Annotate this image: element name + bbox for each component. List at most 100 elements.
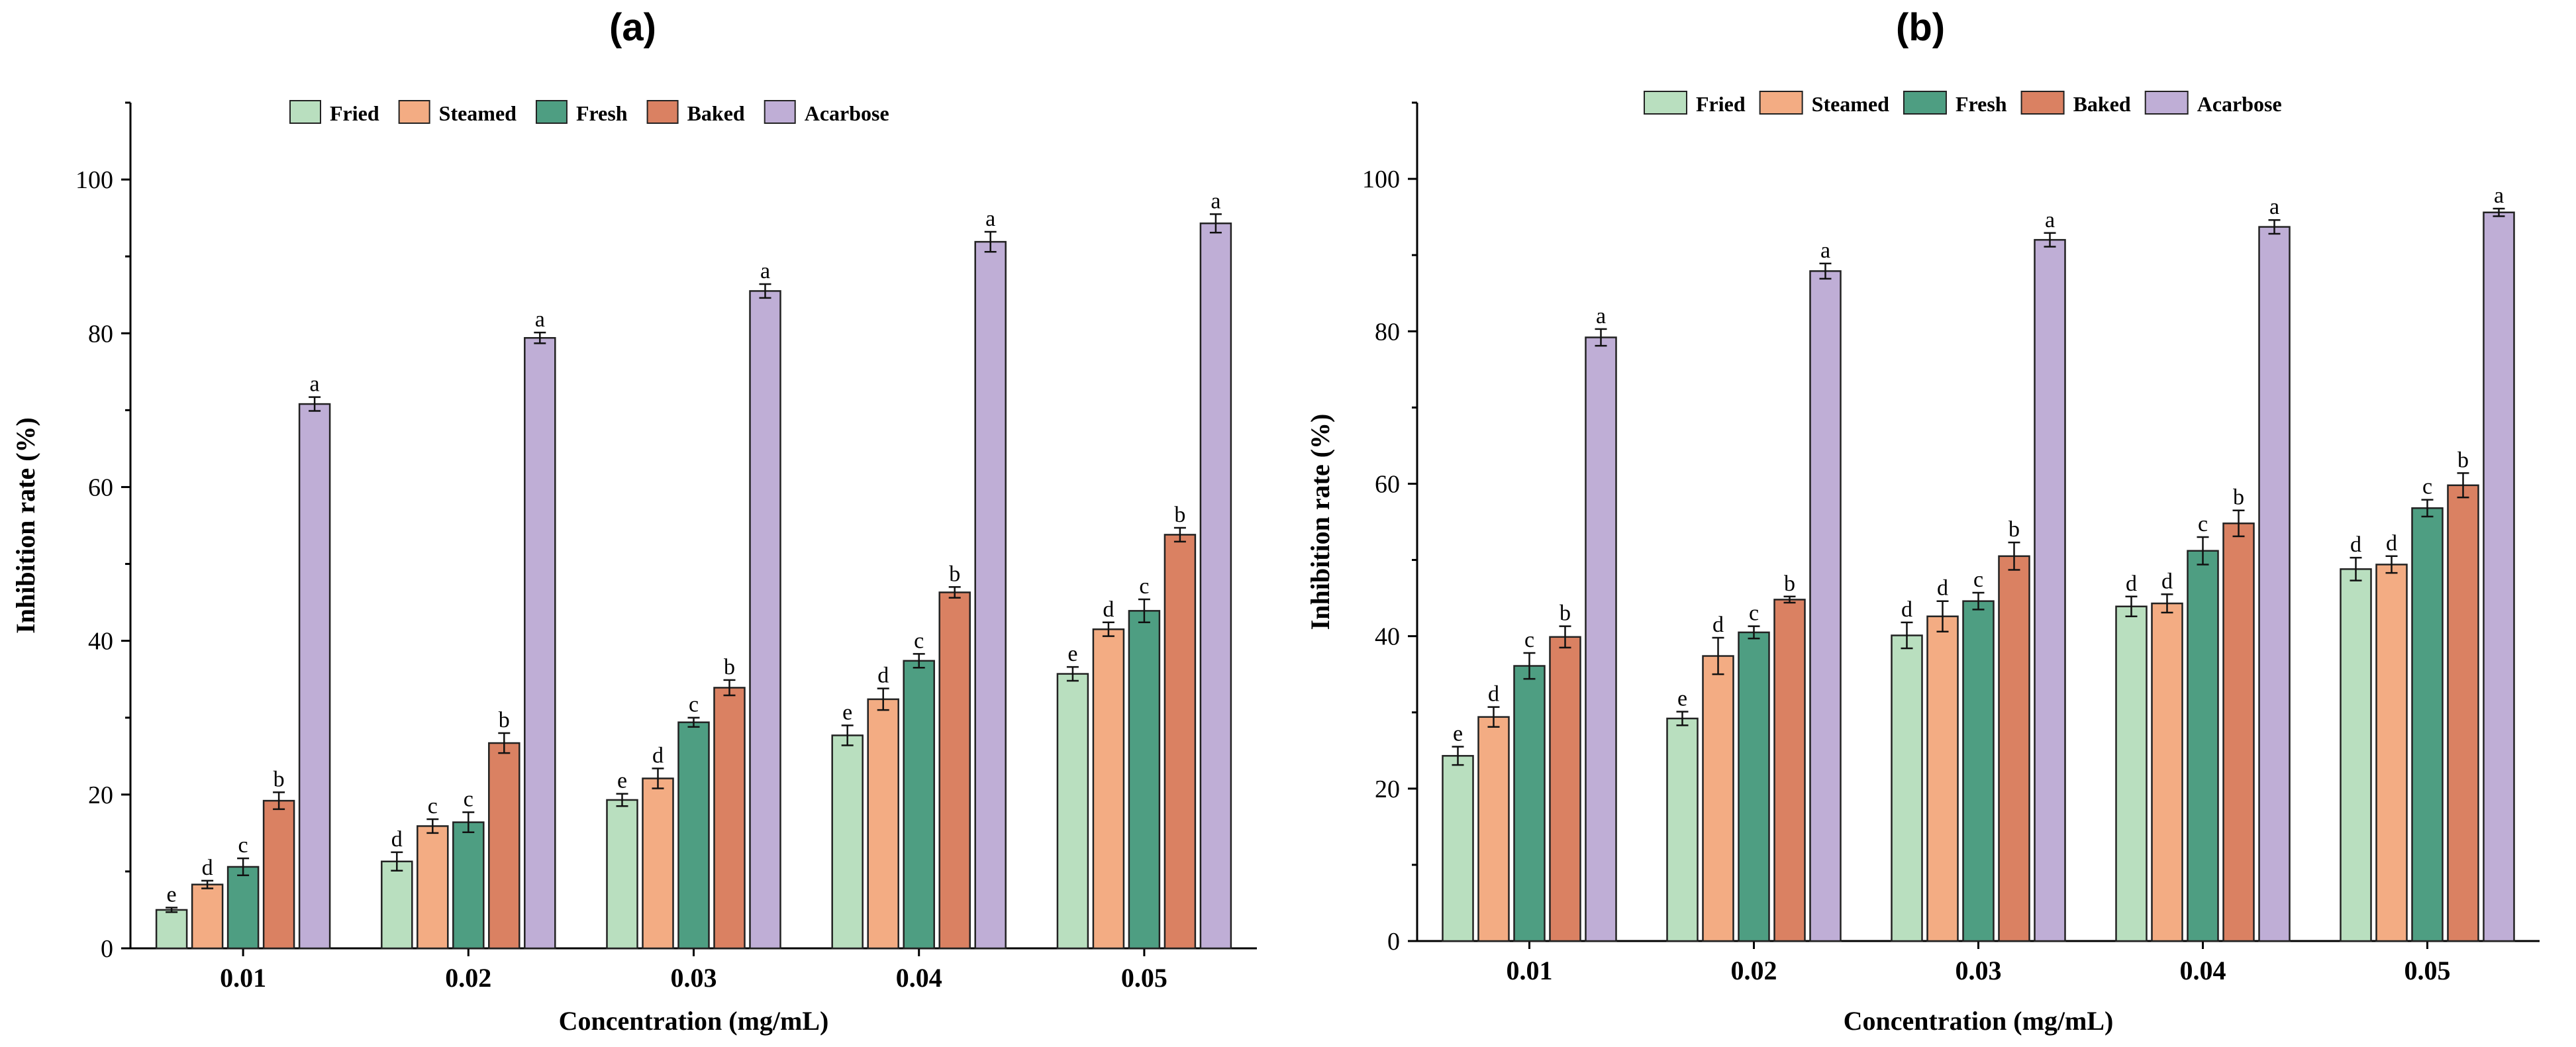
significance-letter: a [985, 207, 995, 231]
x-tick-label: 0.01 [1507, 956, 1553, 985]
bar-acarbose-0.01 [298, 403, 331, 950]
x-tick-label: 0.05 [1121, 963, 1167, 993]
bar-baked-0.01 [1549, 636, 1581, 942]
y-tick-label: 0 [101, 935, 113, 963]
significance-letter: c [1749, 601, 1759, 626]
significance-letter: a [310, 372, 320, 397]
bar-baked-0.02 [1773, 599, 1806, 942]
significance-letter: d [1103, 597, 1114, 622]
bar-fresh-0.02 [452, 821, 485, 950]
bar-acarbose-0.03 [2034, 238, 2066, 942]
significance-letter: b [273, 767, 285, 791]
significance-letter: e [842, 700, 852, 724]
bar-baked-0.04 [2222, 523, 2255, 942]
bar-baked-0.05 [2447, 484, 2479, 942]
y-tick-label: 0 [1387, 928, 1400, 956]
y-tick-label: 80 [1375, 318, 1400, 346]
bar-fried-0.04 [831, 734, 864, 950]
bar-fried-0.05 [2340, 568, 2372, 942]
significance-letter: c [238, 833, 248, 858]
y-tick-label: 40 [88, 628, 113, 656]
chart-b-svg: 0 20 40 60 80 100 Inhibition rate (%) 0.01 e d c b a… [1305, 91, 2540, 1036]
significance-letter: d [652, 743, 664, 768]
significance-letter: d [1901, 597, 1912, 622]
y-tick-label: 60 [88, 474, 113, 501]
x-tick-label: 0.04 [2180, 956, 2226, 985]
legend-swatch-fresh [1903, 91, 1947, 115]
bar-steamed-0.01 [191, 883, 224, 950]
significance-letter: a [1596, 304, 1606, 328]
significance-letter: d [1712, 613, 1724, 637]
bar-steamed-0.04 [2151, 602, 2183, 942]
chart-panel-b: (b) 0 20 40 60 80 100 Inhibition rate (%) 0.01 e… [1288, 0, 2576, 1047]
bar-acarbose-0.05 [2483, 211, 2515, 942]
bar-fresh-0.04 [2187, 550, 2219, 942]
significance-letter: c [1973, 568, 1983, 592]
legend-label-fresh: Fresh [576, 101, 628, 125]
legend-swatch-baked [2020, 91, 2065, 115]
bar-steamed-0.02 [417, 825, 449, 950]
panel-label-b: (b) [1896, 6, 1946, 49]
significance-letter: d [877, 664, 889, 688]
bar-steamed-0.05 [1092, 628, 1125, 950]
y-tick-label: 20 [88, 781, 113, 809]
significance-letter: b [499, 708, 510, 732]
significance-letter: c [689, 693, 699, 717]
legend-swatch-fresh [535, 100, 568, 124]
bar-baked-0.03 [1998, 555, 2030, 942]
bar-fresh-0.01 [1513, 665, 1546, 942]
significance-letter: e [167, 882, 177, 907]
significance-letter: d [1937, 576, 1948, 601]
bar-steamed-0.04 [867, 698, 899, 950]
bar-fried-0.02 [1666, 717, 1699, 942]
y-tick-label: 20 [1375, 775, 1400, 803]
significance-letter: c [2198, 512, 2208, 536]
bar-fresh-0.04 [903, 660, 935, 950]
significance-letter: b [2457, 448, 2469, 472]
significance-letter: d [2350, 532, 2361, 557]
x-axis-title: Concentration (mg/mL) [559, 1006, 829, 1036]
significance-letter: a [2269, 195, 2279, 219]
legend-label-baked: Baked [687, 101, 745, 125]
bar-fresh-0.02 [1738, 631, 1770, 942]
bar-fried-0.02 [381, 860, 413, 950]
panel-label-a: (a) [609, 6, 656, 49]
bar-fried-0.04 [2115, 605, 2148, 942]
y-tick-label: 100 [75, 166, 113, 194]
x-tick-label: 0.02 [1731, 956, 1777, 985]
bar-acarbose-0.04 [2258, 226, 2291, 942]
bar-fried-0.01 [155, 909, 188, 950]
bar-baked-0.03 [713, 687, 746, 950]
legend-label-acarbose: Acarbose [805, 101, 889, 125]
significance-letter: c [1139, 574, 1149, 599]
significance-letter: a [2494, 183, 2504, 208]
legend-swatch-acarbose [764, 100, 796, 124]
bar-acarbose-0.04 [974, 240, 1007, 950]
bar-steamed-0.03 [642, 777, 674, 950]
legend-label-steamed: Steamed [439, 101, 517, 125]
significance-letter: c [1524, 628, 1534, 652]
y-axis-title: Inhibition rate (%) [11, 417, 40, 634]
legend-swatch-fried [1644, 91, 1687, 115]
significance-letter: c [464, 787, 473, 812]
bar-acarbose-0.03 [749, 290, 781, 950]
significance-letter: e [617, 769, 627, 793]
chart-panel-a: (a) 0 20 40 60 80 100 Inhibition rate (%) 0.01 e… [11, 6, 1257, 1036]
x-tick-label: 0.03 [671, 963, 717, 993]
significance-letter: d [202, 856, 213, 880]
bar-fresh-0.03 [677, 721, 710, 950]
bar-baked-0.05 [1164, 534, 1197, 950]
legend-swatch-acarbose [2144, 91, 2189, 115]
y-tick-label: 60 [1375, 470, 1400, 498]
significance-letter: e [1067, 642, 1077, 666]
bar-fried-0.03 [1891, 634, 1923, 942]
bar-steamed-0.02 [1702, 655, 1734, 942]
significance-letter: a [1211, 189, 1220, 213]
legend-swatch-steamed [398, 100, 430, 124]
significance-letter: d [2386, 531, 2397, 556]
significance-letter: d [2126, 572, 2137, 596]
x-tick-label: 0.03 [1956, 956, 2002, 985]
significance-letter: c [914, 628, 924, 653]
bar-fresh-0.01 [226, 866, 260, 950]
